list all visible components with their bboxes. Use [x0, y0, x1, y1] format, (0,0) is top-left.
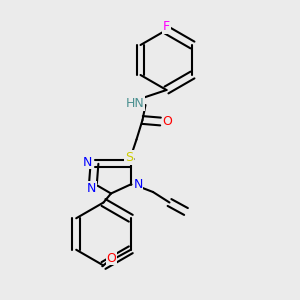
Text: O: O — [162, 115, 172, 128]
Text: N: N — [82, 155, 92, 169]
Text: F: F — [163, 20, 170, 34]
Text: S: S — [125, 151, 133, 164]
Text: HN: HN — [126, 97, 144, 110]
Text: N: N — [87, 182, 96, 195]
Text: O: O — [106, 252, 116, 265]
Text: N: N — [133, 178, 143, 191]
